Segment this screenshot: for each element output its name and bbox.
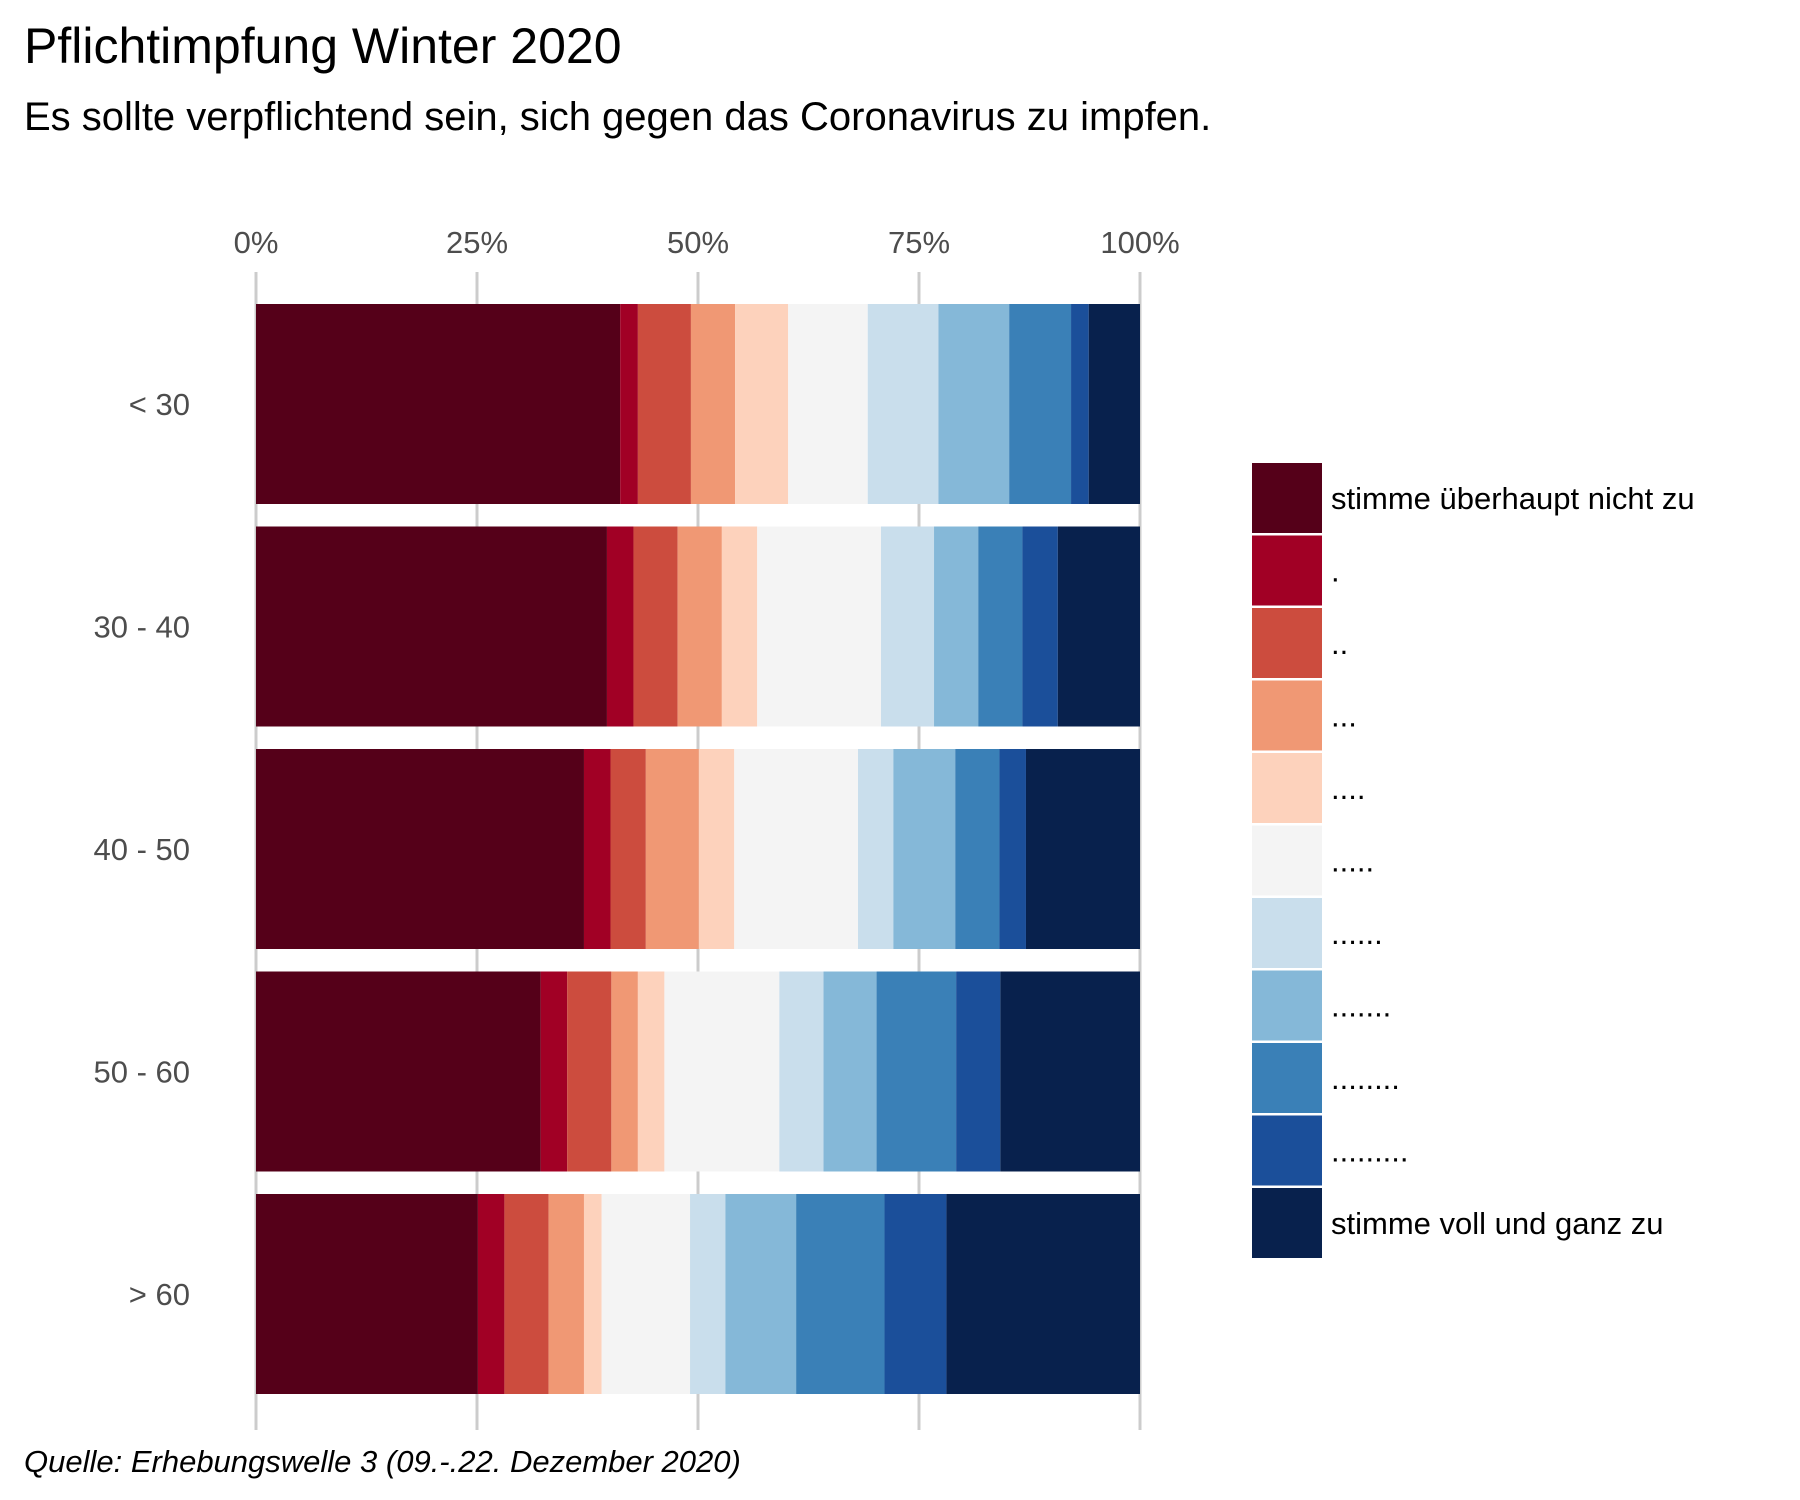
bar-segment — [690, 1194, 726, 1394]
bar-segment — [606, 526, 634, 727]
bar-segment — [620, 304, 638, 504]
bar-segment — [256, 1194, 478, 1394]
legend-key — [1252, 1115, 1322, 1186]
x-tick-label: 75% — [888, 225, 950, 260]
bar-segment — [978, 526, 1023, 727]
legend-key — [1252, 898, 1322, 968]
bar-segment — [601, 1194, 691, 1394]
chart-subtitle: Es sollte verpflichtend sein, sich gegen… — [24, 95, 1212, 139]
bar-segment — [548, 1194, 584, 1394]
y-tick-label: 40 - 50 — [93, 832, 190, 867]
legend-label: ..... — [1331, 844, 1374, 879]
y-tick-label: 30 - 40 — [93, 610, 190, 645]
bar-segment — [611, 971, 638, 1172]
legend-label: ...... — [1331, 916, 1383, 951]
bar-segment — [583, 749, 611, 949]
bar-segment — [956, 971, 1001, 1172]
bar-segment — [256, 526, 607, 727]
bar-segment — [867, 304, 939, 504]
bar-segment — [633, 526, 678, 727]
legend-key — [1252, 753, 1322, 823]
legend-label: .. — [1331, 626, 1348, 661]
bar-segment — [823, 971, 877, 1172]
legend-label: ....... — [1331, 989, 1391, 1024]
y-tick-label: < 30 — [129, 387, 190, 422]
bar-segment — [876, 971, 957, 1172]
y-axis-ticks: < 30 30 - 40 40 - 50 50 - 60 > 60 — [93, 387, 190, 1312]
bar-segment — [884, 1194, 947, 1394]
bar-segment — [637, 304, 691, 504]
bar-segment — [999, 749, 1026, 949]
legend-key — [1252, 463, 1322, 533]
x-axis-ticks: 0% 25% 50% 75% 100% — [234, 225, 1180, 260]
legend-key — [1252, 680, 1322, 751]
bar-segment — [567, 971, 612, 1172]
bar-segment — [690, 304, 736, 504]
bar-segment — [725, 1194, 797, 1394]
bar-segment — [583, 1194, 602, 1394]
bar-segment — [637, 971, 665, 1172]
bar-segment — [858, 749, 894, 949]
bar-segment — [893, 749, 956, 949]
bar-segment — [610, 749, 646, 949]
bar-segment — [880, 526, 935, 727]
bar-segment — [1057, 526, 1140, 727]
bar-segment — [698, 749, 735, 949]
bar-segment — [946, 1194, 1140, 1394]
legend-label: ... — [1331, 699, 1357, 734]
bar-segment — [796, 1194, 885, 1394]
bar-segment — [540, 971, 568, 1172]
bar-segment — [1009, 304, 1072, 504]
bar-segment — [1022, 526, 1058, 727]
bar-segment — [788, 304, 868, 504]
bar-segment — [934, 526, 979, 727]
legend-label: .... — [1331, 771, 1365, 806]
legend-label: stimme voll und ganz zu — [1331, 1206, 1664, 1241]
bar-segment — [477, 1194, 505, 1394]
legend-label: stimme überhaupt nicht zu — [1331, 481, 1695, 516]
legend-key — [1252, 1043, 1322, 1113]
bar-segment — [256, 749, 584, 949]
legend-label: . — [1331, 554, 1340, 589]
bar-segment — [677, 526, 722, 727]
bar-segment — [1071, 304, 1089, 504]
x-tick-label: 25% — [446, 225, 508, 260]
y-tick-label: > 60 — [129, 1277, 190, 1312]
bar-segment — [955, 749, 1000, 949]
bar-segment — [779, 971, 824, 1172]
chart-title: Pflichtimpfung Winter 2020 — [24, 18, 622, 74]
x-tick-label: 0% — [234, 225, 279, 260]
x-tick-label: 50% — [667, 225, 729, 260]
legend: stimme überhaupt nicht zu...............… — [1252, 463, 1695, 1258]
bar-segment — [1088, 304, 1140, 504]
legend-key — [1252, 970, 1322, 1041]
legend-key — [1252, 608, 1322, 678]
bar-segment — [1025, 749, 1140, 949]
legend-key — [1252, 1188, 1322, 1258]
legend-label: ......... — [1331, 1134, 1409, 1169]
bar-segment — [735, 304, 789, 504]
bar-segment — [256, 971, 541, 1172]
bars — [256, 304, 1140, 1394]
bar-segment — [256, 304, 621, 504]
bar-segment — [1000, 971, 1140, 1172]
legend-key — [1252, 535, 1322, 606]
y-tick-label: 50 - 60 — [93, 1055, 190, 1090]
bar-segment — [504, 1194, 549, 1394]
bar-segment — [664, 971, 780, 1172]
chart-caption: Quelle: Erhebungswelle 3 (09.-.22. Dezem… — [24, 1444, 741, 1479]
bar-segment — [721, 526, 758, 727]
bar-segment — [938, 304, 1010, 504]
bar-segment — [757, 526, 881, 727]
legend-label: ........ — [1331, 1061, 1400, 1096]
bar-segment — [645, 749, 699, 949]
bar-segment — [734, 749, 859, 949]
legend-key — [1252, 825, 1322, 896]
x-tick-label: 100% — [1100, 225, 1179, 260]
